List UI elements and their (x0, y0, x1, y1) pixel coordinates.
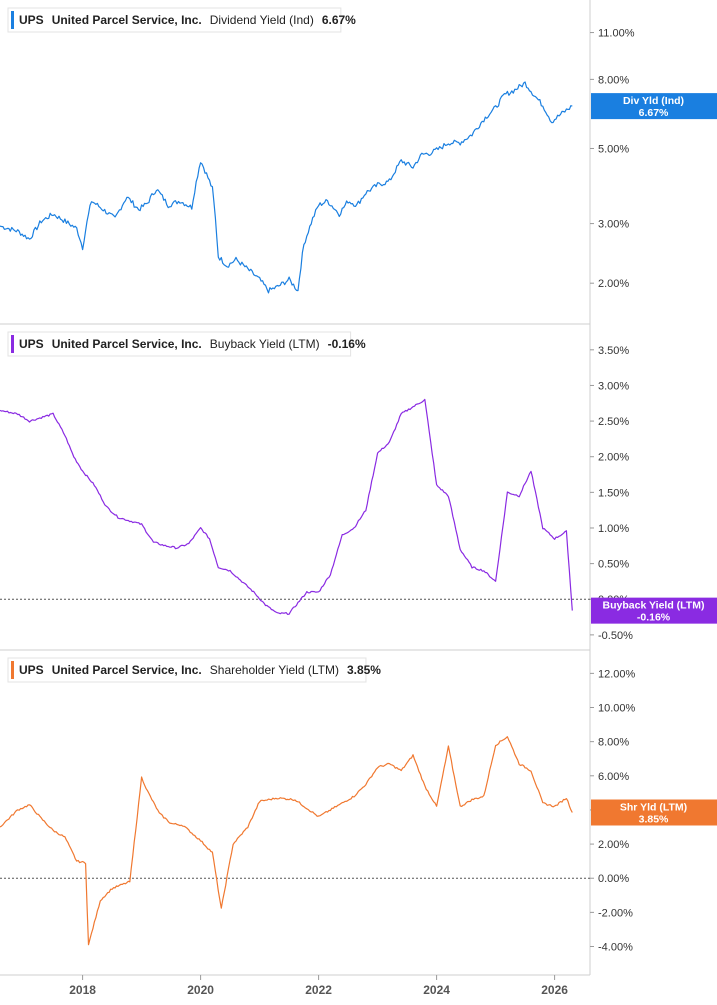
legend-latest-value: 6.67% (322, 13, 356, 27)
y-tick-label: -4.00% (598, 942, 633, 954)
legend-company: United Parcel Service, Inc. (52, 337, 202, 351)
y-tick-label: -2.00% (598, 907, 633, 919)
legend-company: United Parcel Service, Inc. (52, 663, 202, 677)
legend-latest-value: 3.85% (347, 663, 381, 677)
x-tick-label: 2022 (305, 983, 332, 997)
legend-text: UPS United Parcel Service, Inc. Buyback Yi… (19, 337, 366, 351)
y-tick-label: 12.00% (598, 668, 636, 680)
y-tick-label: 11.00% (598, 28, 635, 40)
y-tick-label: 3.50% (598, 345, 629, 357)
legend-color-swatch (11, 661, 14, 679)
y-tick-label: 8.00% (598, 74, 629, 86)
x-tick-label: 2020 (187, 983, 214, 997)
y-tick-label: 3.00% (598, 219, 629, 231)
x-tick-label: 2024 (423, 983, 450, 997)
tag-label: Div Yld (Ind) (623, 95, 684, 107)
y-tick-label: -0.50% (598, 630, 633, 642)
tag-value: -0.16% (637, 612, 671, 624)
tag-value: 6.67% (639, 107, 669, 119)
series-line (0, 736, 573, 946)
series-line (0, 398, 573, 615)
tag-label: Buyback Yield (LTM) (603, 600, 705, 612)
chart-panel-1: 2.00%3.00%5.00%8.00%11.00%Div Yld (Ind)6… (0, 7, 717, 294)
legend-ticker: UPS (19, 337, 44, 351)
legend-metric: Shareholder Yield (LTM) (210, 663, 339, 677)
series-line (0, 81, 573, 294)
y-tick-label: 6.00% (598, 771, 629, 783)
latest-value-tag: Div Yld (Ind)6.67% (591, 93, 717, 120)
legend: UPS United Parcel Service, Inc. Dividend Y… (7, 7, 356, 33)
legend-color-swatch (11, 11, 14, 29)
legend: UPS United Parcel Service, Inc. Buyback Yi… (7, 331, 366, 357)
chart-panel-2: -0.50%0.00%0.50%1.00%1.50%2.00%2.50%3.00… (0, 323, 717, 642)
y-tick-label: 2.50% (598, 416, 629, 428)
legend-text: UPS United Parcel Service, Inc. Dividend Y… (19, 13, 356, 27)
tag-label: Shr Yld (LTM) (620, 802, 687, 814)
y-tick-label: 2.00% (598, 278, 629, 290)
y-tick-label: 10.00% (598, 703, 636, 715)
legend-color-swatch (11, 335, 14, 353)
legend-latest-value: -0.16% (328, 337, 366, 351)
legend-metric: Dividend Yield (Ind) (210, 13, 314, 27)
tag-background (591, 93, 717, 120)
legend-metric: Buyback Yield (LTM) (210, 337, 320, 351)
y-tick-label: 1.00% (598, 523, 629, 535)
legend-box (7, 657, 367, 683)
tag-value: 3.85% (639, 814, 669, 826)
y-tick-label: 2.00% (598, 839, 629, 851)
legend-ticker: UPS (19, 663, 44, 677)
legend-box (7, 7, 342, 33)
x-tick-label: 2026 (541, 983, 568, 997)
latest-value-tag: Buyback Yield (LTM)-0.16% (591, 597, 717, 624)
y-tick-label: 0.50% (598, 559, 629, 571)
y-tick-label: 0.00% (598, 873, 629, 885)
y-tick-label: 2.00% (598, 452, 629, 464)
y-tick-label: 1.50% (598, 487, 629, 499)
legend-company: United Parcel Service, Inc. (52, 13, 202, 27)
legend-text: UPS United Parcel Service, Inc. Shareholde… (19, 663, 381, 677)
x-tick-label: 2018 (69, 983, 96, 997)
tag-background (591, 799, 717, 826)
tag-background (591, 597, 717, 624)
y-tick-label: 3.00% (598, 380, 629, 392)
chart-panel-3: -4.00%-2.00%0.00%2.00%4.00%6.00%8.00%10.… (0, 649, 717, 954)
y-tick-label: 8.00% (598, 737, 629, 749)
legend: UPS United Parcel Service, Inc. Shareholde… (7, 657, 381, 683)
legend-box (7, 331, 352, 357)
legend-ticker: UPS (19, 13, 44, 27)
y-tick-label: 5.00% (598, 143, 629, 155)
latest-value-tag: Shr Yld (LTM)3.85% (591, 799, 717, 826)
